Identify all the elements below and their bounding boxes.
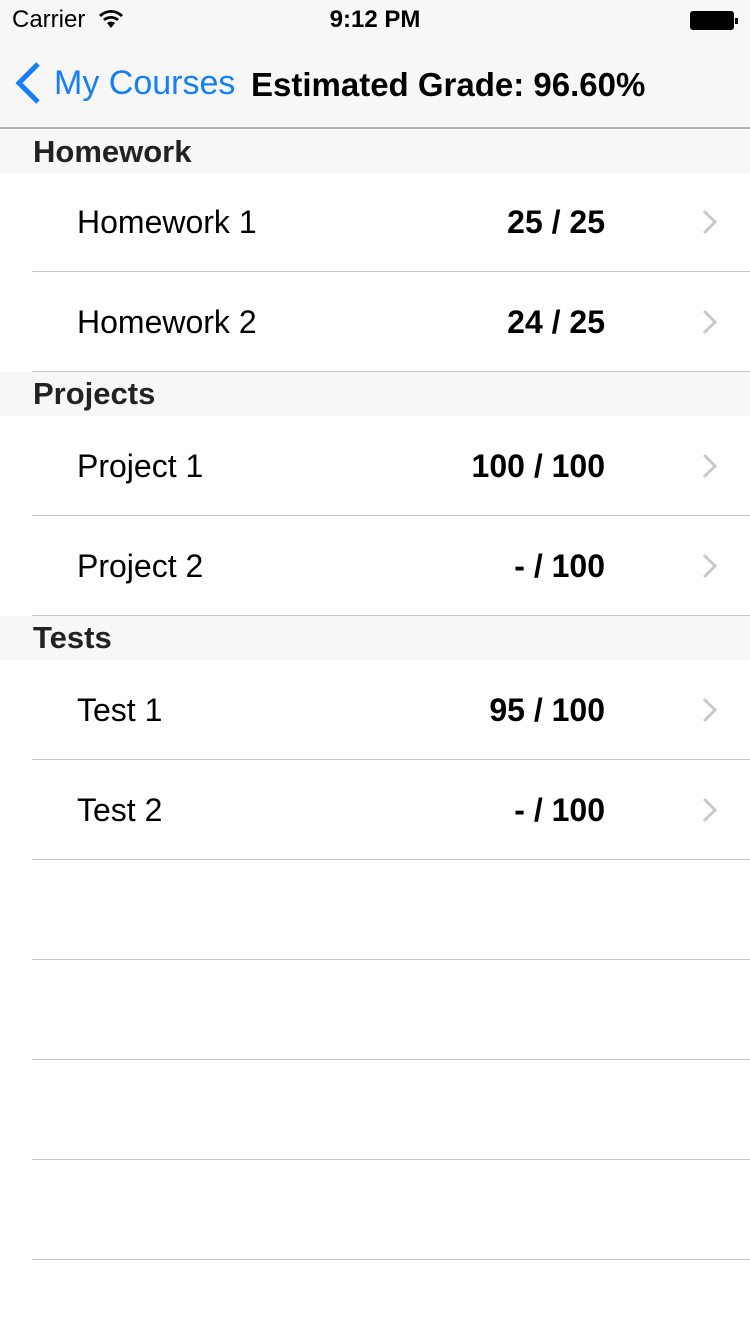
carrier-label: Carrier [12,6,86,33]
item-name: Project 1 [77,447,204,484]
chevron-right-icon [702,309,718,335]
wifi-icon [99,10,123,28]
list-item[interactable]: Project 1 100 / 100 [0,416,750,516]
navigation-bar: Carrier 9:12 PM My Courses Estimated Gra… [0,0,750,129]
section-header-homework: Homework [0,130,750,174]
chevron-right-icon [702,553,718,579]
item-name: Project 2 [77,547,204,584]
section-header-tests: Tests [0,616,750,660]
chevron-right-icon [702,453,718,479]
battery-icon [690,11,738,30]
clock: 9:12 PM [329,6,421,33]
row-separator [32,1259,750,1260]
list-item[interactable]: Homework 1 25 / 25 [0,172,750,272]
page-title: Estimated Grade: 96.60% [251,66,646,103]
item-name: Homework 1 [77,203,257,240]
list-item[interactable]: Test 2 - / 100 [0,760,750,860]
chevron-right-icon [702,697,718,723]
item-name: Homework 2 [77,303,257,340]
row-separator [32,959,750,960]
item-score: 24 / 25 [507,303,605,340]
chevron-right-icon [702,209,718,235]
item-score: - / 100 [514,791,605,828]
item-score: 25 / 25 [507,203,605,240]
item-score: 95 / 100 [489,691,605,728]
chevron-left-icon [15,62,40,104]
chevron-right-icon [702,797,718,823]
list-item[interactable]: Test 1 95 / 100 [0,660,750,760]
item-score: 100 / 100 [471,447,605,484]
list-item[interactable]: Project 2 - / 100 [0,516,750,616]
section-header-projects: Projects [0,372,750,416]
back-button[interactable]: My Courses [14,62,235,104]
back-label: My Courses [54,63,236,102]
item-name: Test 2 [77,791,163,828]
row-separator [32,1159,750,1160]
item-name: Test 1 [77,691,163,728]
row-separator [32,1059,750,1060]
list-item[interactable]: Homework 2 24 / 25 [0,272,750,372]
item-score: - / 100 [514,547,605,584]
